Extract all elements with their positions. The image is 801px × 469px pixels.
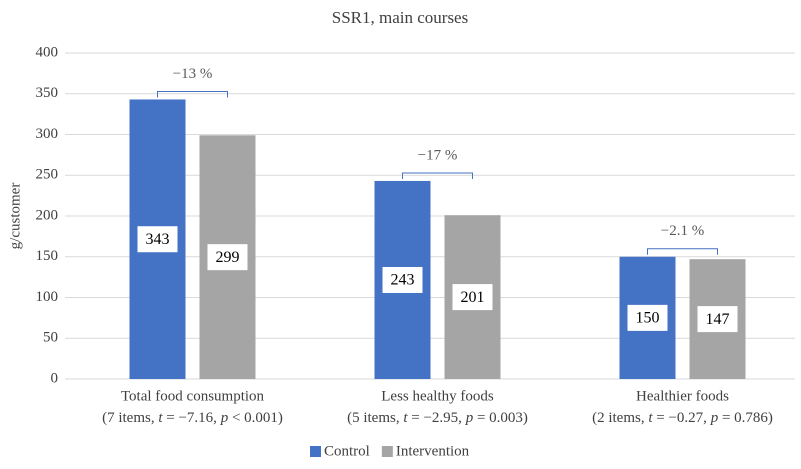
legend-swatch xyxy=(381,446,393,457)
x-tick-note: (5 items, t = −2.95, p = 0.003) xyxy=(347,410,528,426)
data-label-box xyxy=(207,244,248,271)
legend-swatch xyxy=(310,446,321,457)
x-tick-note: (2 items, t = −0.27, p = 0.786) xyxy=(592,410,773,426)
y-tick-label: 200 xyxy=(36,207,59,223)
data-label: 343 xyxy=(146,231,170,248)
y-tick-label: 400 xyxy=(36,44,59,60)
x-tick-label: Healthier foods xyxy=(636,388,729,404)
bracket xyxy=(647,248,718,255)
data-label-box xyxy=(382,266,423,293)
annotation: −13 % xyxy=(173,66,213,82)
y-tick-label: 300 xyxy=(36,126,59,142)
data-label-box xyxy=(627,304,668,331)
annotation: −2.1 % xyxy=(661,223,704,239)
data-label: 243 xyxy=(391,272,415,289)
data-label-box xyxy=(452,284,493,311)
y-tick-label: 350 xyxy=(36,85,59,101)
y-tick-label: 150 xyxy=(36,248,59,264)
x-tick-label: Less healthy foods xyxy=(381,388,494,404)
data-label: 150 xyxy=(636,310,660,327)
data-label-box xyxy=(697,306,738,333)
bracket xyxy=(402,172,473,179)
data-label: 147 xyxy=(706,311,730,328)
y-tick-label: 250 xyxy=(36,167,59,183)
data-label: 201 xyxy=(461,289,485,306)
x-tick-label: Total food consumption xyxy=(121,388,265,404)
y-tick-label: 50 xyxy=(43,330,58,346)
bracket xyxy=(157,90,228,98)
y-tick-label: 0 xyxy=(51,370,59,386)
legend-label: Control xyxy=(324,443,370,459)
chart-title: SSR1, main courses xyxy=(332,8,468,27)
data-label-box xyxy=(137,226,178,253)
y-axis-label: g/customer xyxy=(7,183,23,250)
annotation: −17 % xyxy=(418,147,458,163)
y-tick-label: 100 xyxy=(36,289,59,305)
x-tick-note: (7 items, t = −7.16, p < 0.001) xyxy=(102,410,283,426)
legend-label: Intervention xyxy=(396,443,470,459)
data-label: 299 xyxy=(216,249,240,266)
